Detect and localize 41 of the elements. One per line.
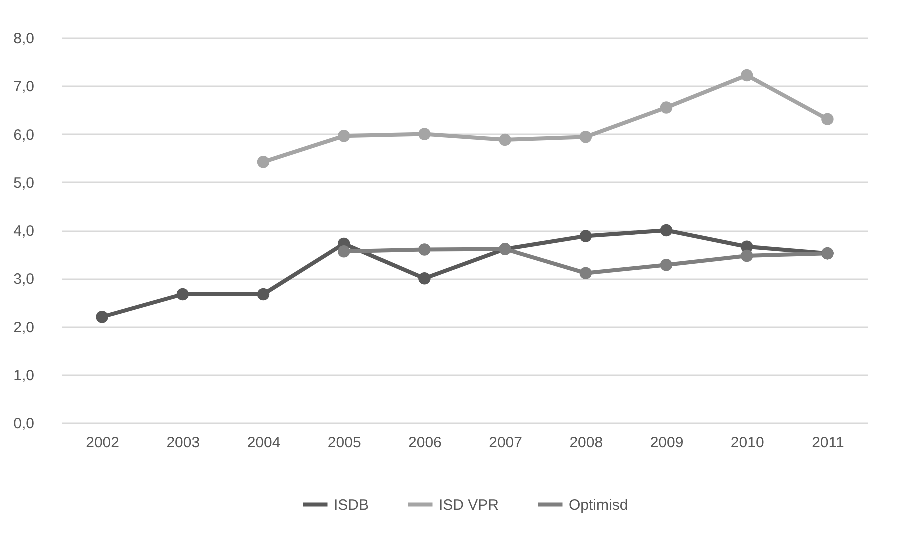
y-tick-label: 3,0 (14, 271, 34, 288)
y-tick-label: 2,0 (14, 319, 34, 336)
x-tick-label: 2010 (730, 434, 764, 452)
legend-label: ISDB (334, 496, 370, 514)
y-tick-label: 6,0 (14, 126, 34, 144)
y-tick-label: 7,0 (14, 78, 34, 96)
point (580, 131, 592, 144)
y-tick-label: 8,0 (14, 30, 34, 48)
x-tick-label: 2008 (570, 434, 604, 452)
point (660, 224, 673, 237)
point (580, 267, 592, 280)
x-tick-label: 2004 (247, 434, 281, 452)
point (822, 113, 834, 126)
point (418, 244, 431, 256)
point (660, 102, 673, 114)
x-tick-label: 2003 (166, 434, 200, 452)
x-tick-label: 2006 (408, 434, 442, 452)
point (96, 311, 108, 324)
point (257, 288, 270, 301)
point (499, 134, 512, 146)
y-tick-label: 5,0 (14, 174, 34, 192)
legend-label: Optimisd (569, 496, 628, 514)
x-tick-label: 2005 (328, 434, 362, 452)
y-tick-label: 1,0 (14, 367, 34, 384)
y-tick-label: 4,0 (14, 223, 34, 240)
y-tick-label: 0,0 (14, 416, 34, 432)
point (740, 250, 754, 262)
point (257, 156, 270, 168)
point (418, 128, 431, 140)
point (660, 259, 673, 272)
x-tick-label: 2002 (86, 434, 120, 452)
point (740, 69, 754, 82)
x-tick-label: 2009 (650, 434, 684, 452)
point (580, 230, 592, 242)
point (418, 272, 431, 285)
x-tick-label: 2007 (489, 434, 522, 452)
point (338, 130, 350, 142)
point (176, 288, 190, 301)
point (338, 246, 350, 258)
x-tick-label: 2011 (812, 434, 844, 452)
legend-label: ISD VPR (439, 496, 500, 514)
